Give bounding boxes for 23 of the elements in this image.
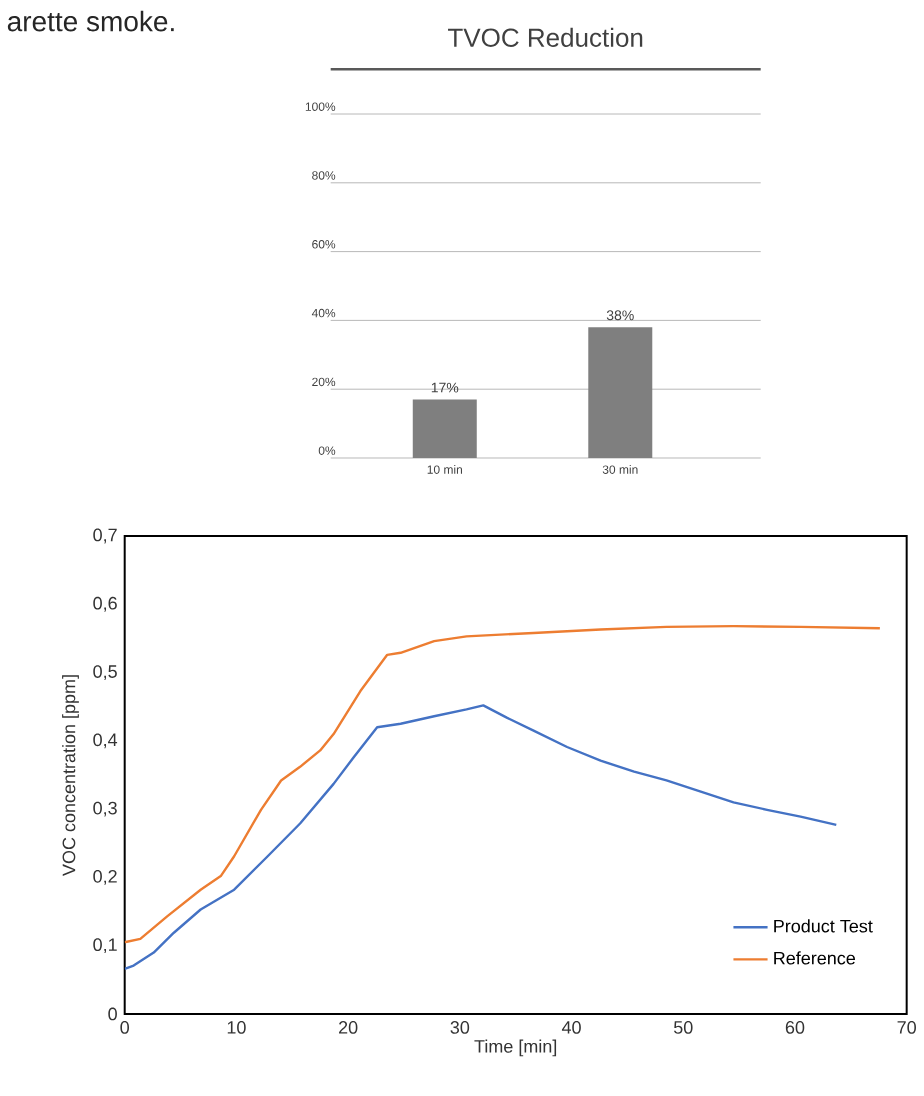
legend-label: Product Test xyxy=(774,919,873,933)
x-tick-label: 20 xyxy=(339,1021,358,1034)
text: arette smoke. xyxy=(8,10,175,32)
x-tick-label: 50 xyxy=(674,1021,693,1034)
y-tick-label: 0 xyxy=(108,1007,118,1021)
y-tick-label: 0,4 xyxy=(93,733,118,749)
x-tick-label: 10 xyxy=(228,1021,247,1034)
y-tick-label: 0,1 xyxy=(93,938,118,954)
chart-title: TVOC Reduction xyxy=(448,27,643,47)
y-axis-title: VOC concentration [ppm] xyxy=(62,675,80,876)
x-tick-label: 0 xyxy=(120,1021,130,1034)
x-tick-label: 30 xyxy=(450,1021,470,1034)
y-tick-label: 0,5 xyxy=(93,665,118,680)
x-axis-title: Time [min] xyxy=(474,1039,557,1057)
legend-label: Reference xyxy=(774,951,856,965)
y-tick-label: 0,2 xyxy=(93,869,118,885)
x-tick-label: 60 xyxy=(786,1021,805,1034)
x-tick-label: 70 xyxy=(897,1021,917,1034)
x-tick-label: 40 xyxy=(562,1021,582,1034)
line-series xyxy=(125,624,882,944)
y-tick-label: 0,7 xyxy=(93,528,118,544)
y-tick-label: 0,3 xyxy=(93,801,118,817)
y-tick-label: 0,6 xyxy=(93,596,118,612)
